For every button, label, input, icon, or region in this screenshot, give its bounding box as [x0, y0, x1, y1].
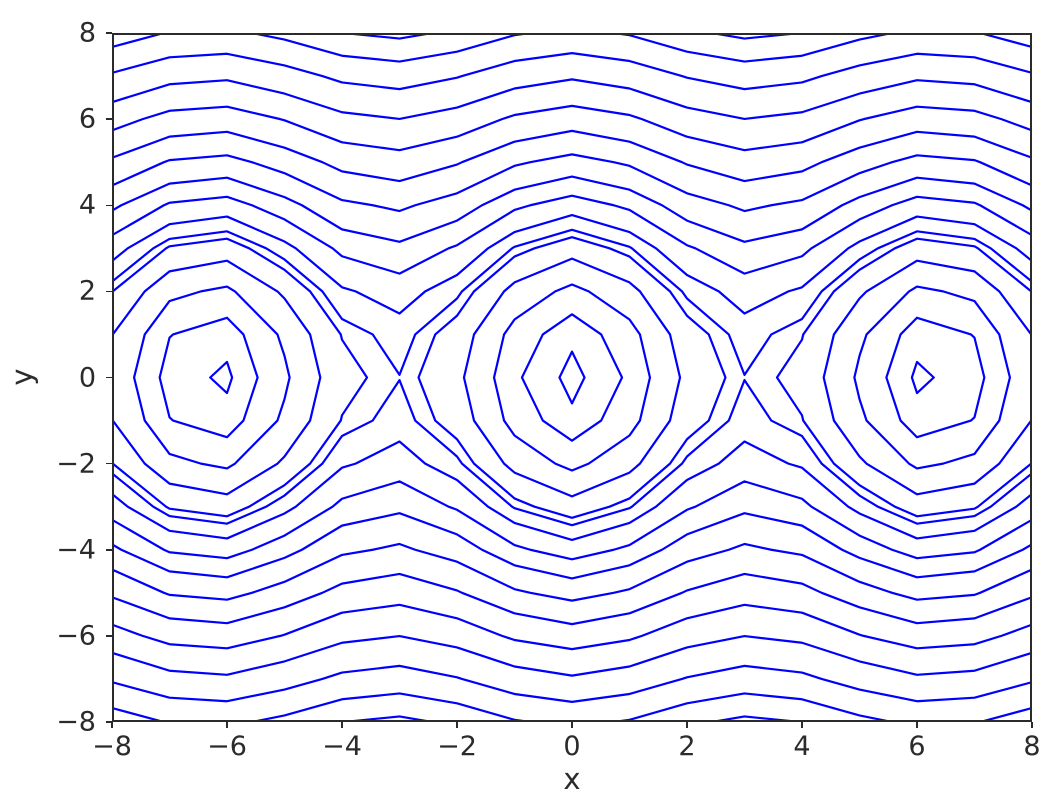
x-tick-0: [111, 722, 113, 728]
contour-level-9-path-1: [112, 153, 1032, 213]
contour-level-14-path-1: [250, 692, 532, 722]
contour-level-6-path-1: [112, 213, 1032, 315]
contour-level-15-path-3: [711, 33, 801, 40]
y-tick-2: [106, 549, 112, 551]
x-tick-4: [571, 722, 573, 728]
contour-level-5-path-0: [112, 378, 1032, 527]
y-tick-7: [106, 118, 112, 120]
contour-level-0-path-1: [558, 350, 586, 405]
y-axis-label: y: [5, 368, 39, 386]
x-tick-5: [686, 722, 688, 728]
contour-level-11-path-1: [112, 104, 1032, 152]
y-tick-label-7: 6: [78, 103, 96, 135]
axis-spine-left: [112, 33, 114, 722]
y-tick-label-4: 0: [78, 362, 96, 393]
contour-level-15-path-0: [343, 715, 433, 722]
axis-spine-bottom: [112, 720, 1032, 722]
x-tick-label-8: 8: [1023, 731, 1041, 762]
plot-axes: −8 −6 −4 −2 0 2 4 6 8 −8 −6 −4 −2 0 2 4 6 8: [56, 20, 1040, 761]
contour-level-14-path-0: [112, 706, 166, 722]
y-tick-1: [106, 635, 112, 637]
contour-level-3-path-1: [462, 257, 682, 498]
contour-level-3-path-0: [112, 259, 322, 496]
x-tick-label-1: −6: [207, 731, 247, 762]
x-tick-7: [916, 722, 918, 728]
y-tick-label-3: −2: [56, 448, 96, 480]
contour-level-14-path-2: [612, 692, 894, 722]
y-tick-6: [106, 204, 112, 206]
contour-plot-figure: −8 −6 −4 −2 0 2 4 6 8 −8 −6 −4 −2 0 2 4 6 8 y x: [5, 19, 1041, 796]
y-tick-4: [106, 376, 112, 379]
contour-level-10-path-1: [112, 129, 1032, 183]
contour-level-2-path-0: [132, 285, 291, 470]
contour-level-0-path-2: [910, 360, 935, 395]
x-tick-label-6: 4: [793, 731, 811, 762]
contour-level-10-path-0: [112, 572, 1032, 626]
y-tick-0: [106, 721, 112, 723]
contour-level-1-path-1: [520, 313, 624, 442]
contour-level-4-path-2: [775, 237, 1032, 518]
contour-level-9-path-0: [112, 542, 1032, 602]
axis-spine-top: [112, 33, 1032, 35]
x-tick-8: [1031, 722, 1033, 728]
contour-level-15-path-1: [711, 715, 801, 722]
contour-level-8-path-1: [112, 175, 1032, 243]
contour-level-14-path-5: [250, 33, 532, 63]
contour-level-4-path-0: [112, 237, 369, 518]
contour-lines: [112, 33, 1032, 722]
x-tick-label-4: 0: [563, 731, 581, 762]
x-tick-label-7: 6: [908, 731, 926, 762]
x-tick-1: [226, 722, 228, 728]
contour-level-8-path-0: [112, 512, 1032, 580]
x-tick-label-3: −2: [437, 731, 477, 762]
contour-level-13-path-1: [112, 52, 1032, 91]
contour-level-6-path-0: [112, 440, 1032, 542]
y-tick-label-5: 2: [78, 275, 96, 307]
y-tick-label-6: 4: [78, 189, 96, 221]
contour-level-5-path-1: [112, 228, 1032, 377]
contour-level-4-path-1: [417, 236, 727, 519]
x-tick-label-2: −4: [322, 731, 362, 762]
contour-level-3-path-2: [822, 259, 1032, 496]
x-tick-3: [456, 722, 458, 728]
contour-level-1-path-2: [885, 316, 986, 439]
contour-level-2-path-1: [492, 283, 652, 472]
y-tick-label-1: −6: [56, 620, 96, 652]
x-tick-6: [801, 722, 803, 728]
contour-level-12-path-1: [112, 78, 1032, 121]
contour-level-1-path-0: [158, 316, 259, 439]
contour-level-14-path-6: [612, 33, 894, 63]
contour-level-13-path-0: [112, 664, 1032, 703]
y-tick-label-8: 8: [78, 17, 96, 49]
contour-level-7-path-1: [112, 194, 1032, 275]
contour-level-7-path-0: [112, 480, 1032, 561]
x-tick-label-0: −8: [92, 731, 132, 762]
contour-level-14-path-3: [978, 706, 1032, 722]
contour-level-11-path-0: [112, 603, 1032, 651]
y-tick-5: [106, 290, 112, 293]
contour-level-15-path-2: [343, 33, 433, 40]
x-axis-label: x: [563, 762, 581, 796]
contour-level-2-path-2: [853, 285, 1012, 470]
axis-spine-right: [1030, 33, 1032, 722]
x-tick-label-5: 2: [678, 731, 696, 762]
contour-level-14-path-4: [112, 33, 166, 49]
x-tick-2: [341, 722, 343, 728]
contour-level-0-path-0: [209, 360, 234, 395]
contour-level-14-path-7: [978, 33, 1032, 49]
y-tick-label-2: −4: [56, 534, 96, 566]
y-tick-label-0: −8: [56, 706, 96, 738]
contour-level-12-path-0: [112, 634, 1032, 677]
y-tick-8: [106, 32, 112, 34]
y-tick-3: [106, 462, 112, 465]
